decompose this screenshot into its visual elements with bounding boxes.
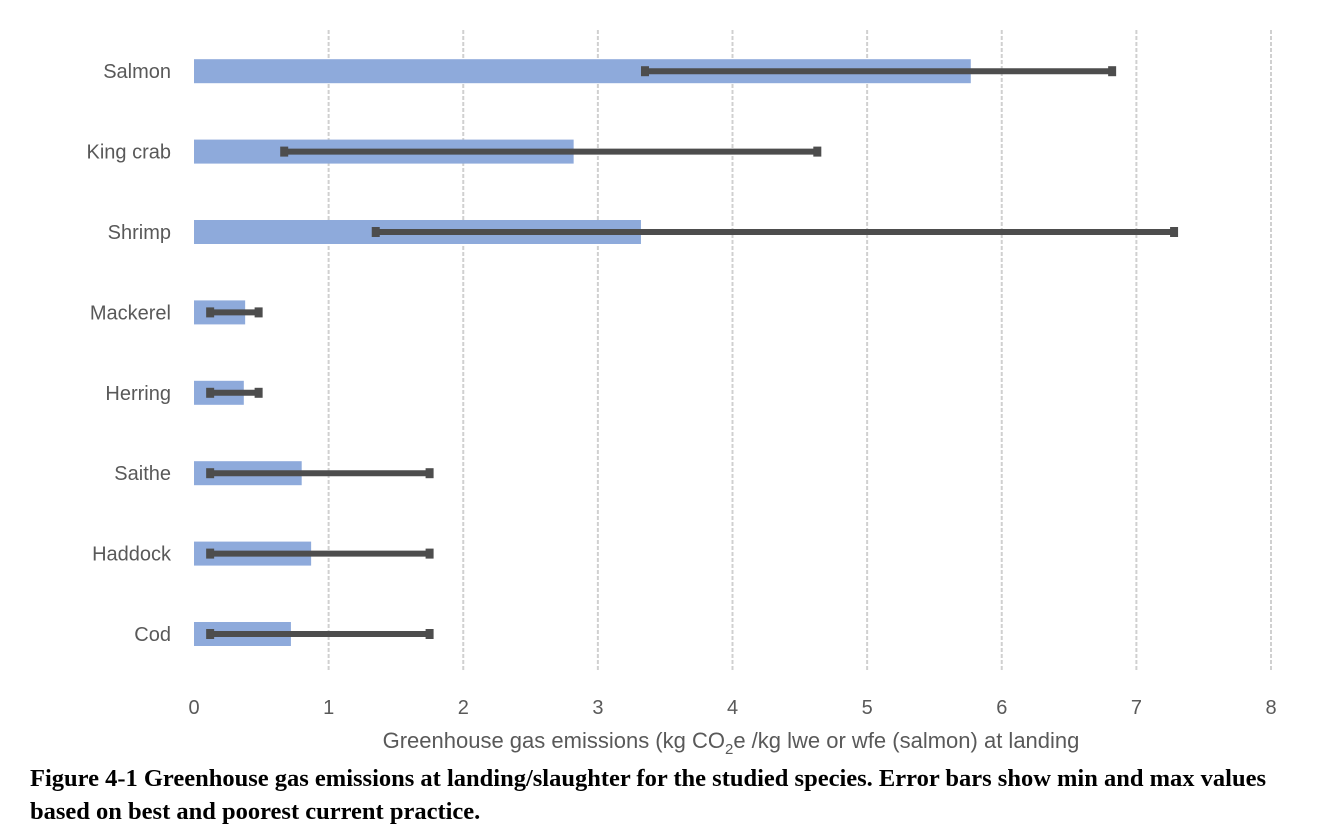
figure-caption: Figure 4-1 Greenhouse gas emissions at l… xyxy=(30,765,1266,825)
error-bar-mackerel xyxy=(206,307,263,318)
category-label: Saithe xyxy=(114,463,171,485)
error-bar-king-crab xyxy=(280,146,822,157)
x-tick-label: 8 xyxy=(1265,697,1276,719)
gridlines xyxy=(327,30,1272,672)
category-label: Shrimp xyxy=(108,222,171,244)
x-tick-label: 2 xyxy=(458,697,469,719)
x-tick-label: 4 xyxy=(727,697,738,719)
category-label: Haddock xyxy=(92,544,172,566)
error-bar-haddock xyxy=(206,548,434,559)
error-bar-salmon xyxy=(640,66,1117,77)
category-label: Salmon xyxy=(103,61,171,83)
category-label: King crab xyxy=(87,142,172,164)
category-label: Cod xyxy=(134,624,171,646)
x-tick-label: 5 xyxy=(862,697,873,719)
error-bar-saithe xyxy=(206,468,434,479)
bar-salmon xyxy=(194,59,971,84)
x-tick-label: 6 xyxy=(996,697,1007,719)
x-tick-label: 0 xyxy=(188,697,199,719)
category-label: Herring xyxy=(105,383,171,405)
x-tick-label: 3 xyxy=(592,697,603,719)
x-tick-labels: 0 1 2 3 4 5 6 7 8 xyxy=(188,697,1276,719)
error-bar-herring xyxy=(206,387,263,398)
x-tick-label: 7 xyxy=(1131,697,1142,719)
category-labels: Salmon King crab Shrimp Mackerel Herring Sait… xyxy=(87,61,172,646)
x-axis-title: Greenhouse gas emissions (kg CO2e /kg lw… xyxy=(383,728,1080,758)
bars xyxy=(194,59,971,646)
error-bar-shrimp xyxy=(371,227,1179,237)
error-bars xyxy=(206,66,1179,639)
bar-chart: Salmon King crab Shrimp Mackerel Herring Sait… xyxy=(87,30,1277,758)
x-tick-label: 1 xyxy=(323,697,334,719)
error-bar-cod xyxy=(206,629,434,639)
category-label: Mackerel xyxy=(90,302,171,324)
